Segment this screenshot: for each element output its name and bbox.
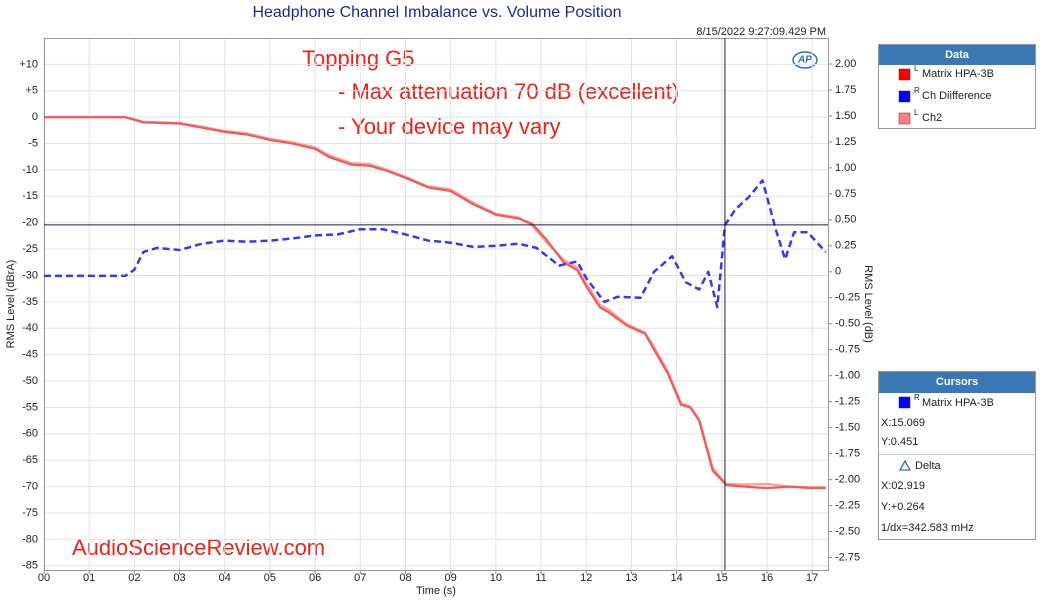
x-tick-label: 02 bbox=[128, 572, 140, 584]
annotation: AudioScienceReview.com bbox=[72, 535, 325, 560]
y2-tick-label: 1.25 bbox=[835, 136, 856, 148]
x-tick-label: 05 bbox=[264, 572, 276, 584]
y-tick-label: -5 bbox=[28, 137, 38, 149]
y2-tick-label: -1.75 bbox=[835, 448, 860, 460]
x-tick-label: 11 bbox=[535, 572, 546, 584]
y2-tick-label: -1.00 bbox=[835, 370, 860, 382]
y-tick-label: -50 bbox=[22, 375, 38, 387]
legend-swatch bbox=[898, 112, 911, 125]
y-tick-label: -30 bbox=[22, 269, 38, 281]
x-tick-label: 06 bbox=[309, 572, 321, 584]
x-tick-label: 03 bbox=[173, 572, 185, 584]
legend-channel: L bbox=[914, 108, 919, 117]
y2-tick-label: 2.00 bbox=[835, 58, 856, 70]
x-tick-label: 16 bbox=[761, 572, 773, 584]
x-tick-label: 10 bbox=[490, 572, 502, 584]
y2-tick-label: 1.00 bbox=[835, 162, 856, 174]
x-tick-label: 08 bbox=[399, 572, 411, 584]
y2-tick-label: -1.50 bbox=[835, 422, 860, 434]
y2-tick-label: -0.25 bbox=[835, 292, 860, 304]
cursor-header bbox=[879, 372, 1035, 393]
cursor-swatch bbox=[898, 396, 911, 409]
cursor-x: X:15.069 bbox=[881, 417, 925, 429]
legend-label: Ch Diifference bbox=[922, 90, 992, 102]
delta-icon bbox=[898, 459, 912, 471]
plot-frame bbox=[44, 38, 829, 571]
delta-y: Y:+0.264 bbox=[881, 501, 925, 513]
legend-channel: R bbox=[914, 86, 920, 95]
legend-channel: L bbox=[914, 64, 919, 73]
y-tick-label: -55 bbox=[22, 401, 38, 413]
y2-tick-label: 0.50 bbox=[835, 214, 856, 226]
y-tick-label: -20 bbox=[22, 217, 38, 229]
logo-ring bbox=[792, 51, 818, 69]
x-tick-label: 17 bbox=[806, 572, 818, 584]
legend-swatch bbox=[898, 68, 911, 81]
cursor-title: Cursors bbox=[936, 376, 978, 388]
delta-freq: 1/dx=342.583 mHz bbox=[881, 522, 974, 534]
legend-label: Ch2 bbox=[922, 112, 942, 124]
y-tick-label: -35 bbox=[22, 296, 38, 308]
y2-tick-label: -1.25 bbox=[835, 396, 860, 408]
y-tick-label: -45 bbox=[22, 349, 38, 361]
delta-title: Delta bbox=[915, 460, 942, 472]
x-tick-label: 13 bbox=[625, 572, 637, 584]
legend-swatch bbox=[898, 90, 911, 103]
y-axis-label: RMS Level (dBrA) bbox=[5, 260, 17, 349]
series-line bbox=[44, 179, 827, 309]
y-tick-label: -80 bbox=[22, 533, 38, 545]
y-tick-label: -25 bbox=[22, 243, 38, 255]
cursor-y: Y:0.451 bbox=[881, 436, 918, 448]
x-tick-label: 04 bbox=[219, 572, 231, 584]
y-tick-label: -10 bbox=[22, 164, 38, 176]
y2-tick-label: 1.50 bbox=[835, 110, 856, 122]
series-line bbox=[44, 116, 826, 490]
y-tick-label: -65 bbox=[22, 454, 38, 466]
x-tick-label: 09 bbox=[445, 572, 457, 584]
chart-title: Headphone Channel Imbalance vs. Volume P… bbox=[252, 4, 621, 21]
timestamp: 8/15/2022 9:27:09.429 PM bbox=[696, 26, 826, 38]
logo-text: AP bbox=[797, 55, 812, 66]
x-tick-label: 01 bbox=[83, 572, 95, 584]
y2-tick-label: 0.25 bbox=[835, 240, 856, 252]
x-tick-label: 14 bbox=[670, 572, 682, 584]
y2-tick-label: -0.50 bbox=[835, 318, 860, 330]
x-tick-label: 12 bbox=[580, 572, 592, 584]
y-tick-label: -15 bbox=[22, 190, 38, 202]
cursor-series: Matrix HPA-3B bbox=[922, 397, 994, 409]
y2-tick-label: -2.00 bbox=[835, 474, 860, 486]
x-tick-label: 00 bbox=[38, 572, 50, 584]
y-tick-label: -40 bbox=[22, 322, 38, 334]
y-tick-label: -85 bbox=[22, 560, 38, 572]
delta-x: X:02.919 bbox=[881, 480, 925, 492]
x-tick-label: 15 bbox=[716, 572, 728, 584]
y2-tick-label: 0 bbox=[835, 266, 841, 278]
legend-title: Data bbox=[945, 49, 970, 61]
y2-axis-label: RMS Level (dB) bbox=[862, 265, 874, 343]
x-tick-label: 07 bbox=[354, 572, 366, 584]
annotation: Topping G5 bbox=[302, 46, 415, 71]
y-tick-label: +10 bbox=[19, 58, 38, 70]
annotation: - Max attenuation 70 dB (excellent) bbox=[338, 79, 679, 104]
y-tick-label: -60 bbox=[22, 428, 38, 440]
y2-tick-label: -2.50 bbox=[835, 525, 860, 537]
y-tick-label: -75 bbox=[22, 507, 38, 519]
legend-header bbox=[879, 45, 1035, 65]
y2-tick-label: 1.75 bbox=[835, 84, 856, 96]
legend-label: Matrix HPA-3B bbox=[922, 68, 994, 80]
cursor-channel: R bbox=[914, 393, 920, 402]
y2-tick-label: -2.75 bbox=[835, 551, 860, 563]
y-tick-label: 0 bbox=[32, 111, 38, 123]
x-axis-label: Time (s) bbox=[416, 585, 456, 597]
annotation: - Your device may vary bbox=[338, 114, 561, 139]
y2-tick-label: 0.75 bbox=[835, 188, 856, 200]
y2-tick-label: -0.75 bbox=[835, 344, 860, 356]
y2-tick-label: -2.25 bbox=[835, 499, 860, 511]
logo: AP bbox=[792, 51, 818, 69]
y-tick-label: -70 bbox=[22, 481, 38, 493]
y-tick-label: +5 bbox=[25, 85, 38, 97]
